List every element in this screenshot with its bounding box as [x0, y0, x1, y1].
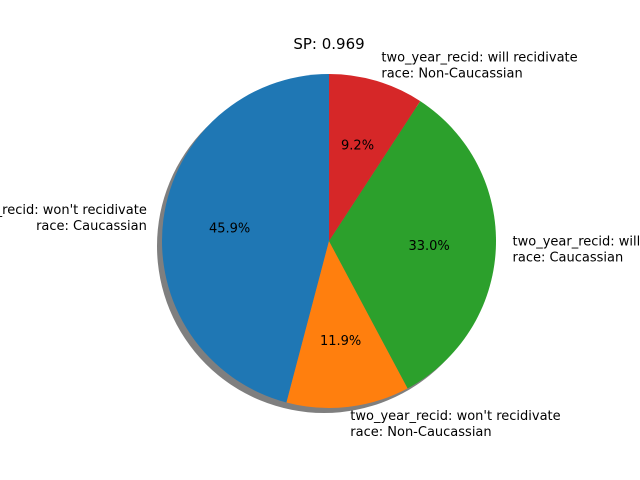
pie-slice-category-label: two_year_recid: will recidivate race: Non… [381, 50, 577, 81]
pie-slice-1 [286, 241, 408, 408]
pie-slice-0 [161, 74, 329, 403]
pie-slice-category-label: two_year_recid: won't recidivate race: No… [350, 409, 560, 440]
pie-slice-percent-label: 11.9% [320, 334, 361, 349]
pie-labels: 45.9% two_year_recid: won't recidivaterac… [0, 50, 640, 440]
pie-slice-3 [329, 74, 421, 241]
pie-slice-percent-label: 9.2% [341, 138, 374, 153]
pie-slice-percent-label: 45.9% [209, 222, 250, 237]
pie-slice-2 [329, 101, 496, 389]
pie-slices [161, 74, 496, 408]
pie-slice-percent-label: 33.0% [408, 239, 449, 254]
chart-title: SP: 0.969 [293, 35, 364, 53]
